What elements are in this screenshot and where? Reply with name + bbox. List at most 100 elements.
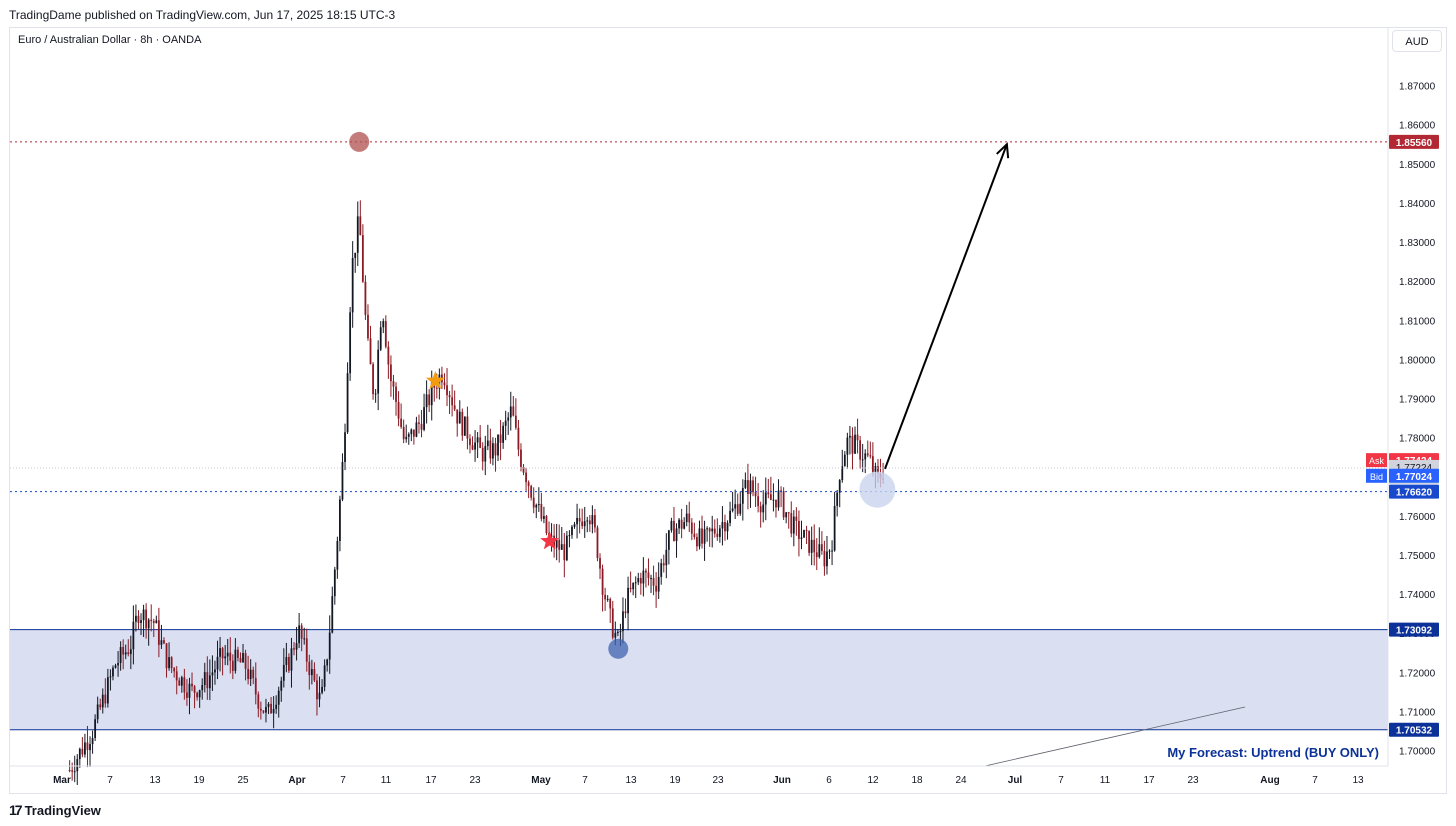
candle-body (382, 321, 385, 328)
candle-body (509, 406, 512, 418)
candle-body (790, 513, 793, 534)
x-tick-label: 7 (107, 775, 113, 786)
candle-body (706, 528, 709, 530)
candle-body (594, 515, 596, 528)
y-tick-label: 1.71000 (1399, 707, 1436, 718)
candle-body (270, 703, 272, 714)
candle-body (504, 420, 507, 426)
candle-body (290, 648, 293, 671)
candle-body (117, 663, 119, 666)
candle-body (492, 443, 494, 459)
candle-body (313, 669, 316, 681)
zone-bottom-tag-label: 1.70532 (1396, 726, 1433, 737)
star-icon (425, 370, 445, 389)
y-tick-label: 1.82000 (1399, 277, 1436, 288)
candle-body (494, 443, 497, 456)
candle-body (122, 646, 125, 655)
candle-body (736, 504, 739, 514)
y-tick-label: 1.87000 (1399, 82, 1436, 93)
candle-body (193, 686, 196, 693)
zone-bottom-tag-bg (1389, 722, 1439, 737)
candle-body (372, 364, 374, 395)
candle-body (591, 515, 594, 525)
candle-body (155, 620, 158, 624)
candle-body (634, 582, 637, 584)
candle-body (601, 568, 604, 595)
candle-body (173, 668, 176, 672)
zone-top-tag-label: 1.73092 (1396, 626, 1433, 637)
candle-body (688, 513, 691, 523)
x-tick-label: Aug (1260, 775, 1279, 786)
candle-body (81, 748, 84, 755)
candle-body (397, 401, 400, 419)
candle-body (349, 312, 352, 374)
chart-frame[interactable] (9, 27, 1447, 794)
candle-body (560, 544, 563, 550)
candle-body (96, 704, 99, 720)
candle-body (522, 466, 525, 473)
candle-body (415, 422, 418, 437)
candle-body (336, 540, 339, 570)
candle-body (418, 422, 420, 424)
candle-body (400, 418, 403, 427)
x-axis[interactable]: Mar 7 13 19 25 Apr 7 11 17 23 May 7 13 19 23 Jun 6 12 18 24… (10, 765, 1388, 786)
candle-body (622, 611, 624, 632)
annotation-circle (349, 131, 370, 152)
candle-body (543, 516, 545, 519)
candle-body (339, 499, 341, 541)
candle-body (846, 437, 849, 455)
candle-body (517, 427, 520, 450)
candle-body (535, 504, 538, 508)
symbol-title[interactable]: Euro / Australian Dollar · 8h · OANDA (18, 34, 202, 46)
candle-body (841, 466, 844, 481)
candle-body (303, 638, 306, 640)
candle-body (351, 258, 354, 313)
x-tick-label: 25 (237, 775, 249, 786)
candle-body (430, 382, 433, 406)
x-tick-label: 19 (669, 775, 681, 786)
candle-body (224, 656, 227, 659)
candle-body (318, 692, 321, 700)
star-icon (540, 531, 560, 550)
candle-body (767, 492, 770, 495)
candle-body (395, 386, 397, 402)
candle-body (596, 527, 599, 559)
candle-body (690, 522, 693, 534)
x-tick-label: 7 (1058, 775, 1064, 786)
candle-body (216, 656, 219, 670)
candle-body (555, 539, 558, 548)
candle-body (277, 690, 280, 705)
candle-body (764, 492, 767, 505)
candle-body (619, 631, 622, 633)
candle-body (333, 569, 336, 597)
y-tick-label: 1.70000 (1399, 747, 1436, 758)
candle-body (282, 664, 285, 681)
candle-body (599, 558, 601, 569)
candle-body (874, 466, 877, 472)
tradingview-brand[interactable]: 17 TradingView (9, 802, 101, 818)
candle-body (795, 516, 798, 521)
x-tick-label: Jun (773, 775, 791, 786)
candle-body (703, 529, 706, 544)
candle-body (869, 455, 872, 457)
candle-body (407, 434, 410, 437)
x-tick-label: 11 (381, 775, 392, 786)
candle-body (160, 640, 163, 645)
candle-body (402, 426, 405, 440)
candle-body (265, 706, 267, 713)
candle-body (89, 744, 91, 751)
y-tick-label: 1.81000 (1399, 316, 1436, 327)
candle-body (550, 535, 553, 537)
publisher-header: TradingDame published on TradingView.com… (9, 8, 396, 22)
candle-body (152, 621, 155, 624)
bid-badge-label: Bid (1370, 472, 1383, 482)
candle-body (667, 530, 670, 550)
currency-button[interactable]: AUD (1392, 30, 1442, 52)
candle-body (711, 528, 714, 532)
candle-body (127, 652, 130, 655)
candle-body (168, 657, 170, 669)
candle-body (84, 742, 86, 755)
candle-body (652, 578, 655, 586)
candle-body (665, 549, 668, 566)
